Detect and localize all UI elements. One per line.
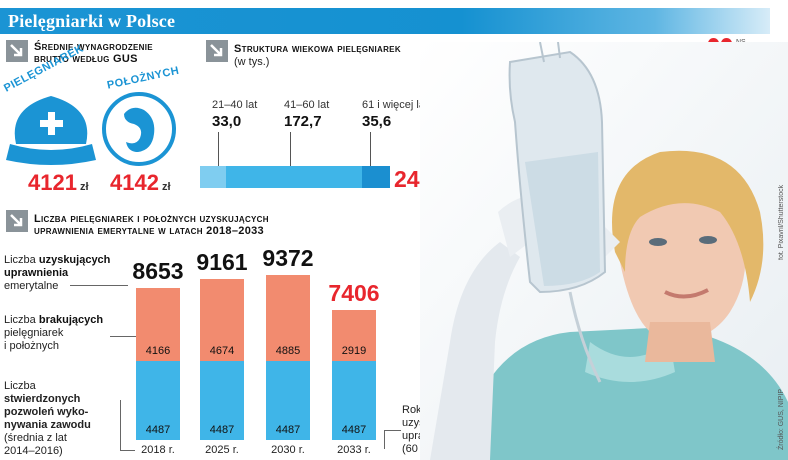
bar-label-total: 7406: [328, 279, 380, 306]
midwife-wage: 4142 zł: [110, 170, 171, 195]
bar-year-label: 2033 r.: [337, 444, 371, 456]
legend-total: Liczba uzyskujących uprawnienia emerytal…: [4, 254, 111, 292]
leader-line: [70, 285, 128, 286]
arrow-icon: [6, 210, 28, 232]
age-subtitle: (w tys.): [234, 56, 270, 68]
age-group-value: 33,0: [212, 113, 242, 130]
bar-label-total: 8653: [132, 258, 184, 285]
bar-segment-missing: [266, 275, 310, 362]
midwife-label: POŁOŻNYCH: [106, 64, 181, 92]
bar-label-total: 9372: [262, 245, 314, 272]
bar-segment-permits: [266, 361, 310, 440]
bar-label-total: 9161: [196, 249, 248, 276]
age-group-label: 21–40 lat: [212, 99, 258, 111]
age-title: Struktura wiekowa pielęgniarek: [234, 43, 401, 55]
bar-label-permits: 4487: [145, 424, 171, 436]
bar-segment-permits: [136, 361, 180, 440]
bar-label-missing: 2919: [341, 345, 367, 358]
age-group-label: 61 i więcej lat: [362, 99, 429, 111]
age-segment: [200, 166, 226, 188]
arrow-icon: [206, 40, 228, 62]
age-group-value: 35,6: [362, 113, 392, 130]
leader-line: [110, 336, 137, 357]
bar-segment-missing: [200, 279, 244, 362]
midwife-icon: [100, 90, 178, 168]
bar-year-label: 2030 r.: [271, 444, 305, 456]
leader-line: [120, 400, 135, 451]
bar-label-permits: 4487: [209, 424, 235, 436]
age-group-label: 41–60 lat: [284, 99, 330, 111]
leader-line: [290, 132, 291, 168]
age-segment: [226, 166, 362, 188]
bar-label-missing: 4674: [209, 345, 235, 358]
bar-segment-missing: [136, 288, 180, 362]
age-structure-bar: [200, 166, 390, 188]
legend-missing: Liczba brakujących pielęgniarek i położn…: [4, 314, 104, 352]
wages-title: Średnie wynagrodzenie brutto według GUS: [34, 41, 153, 65]
bar-label-missing: 4885: [275, 345, 301, 358]
nurse-cap-icon: [4, 78, 98, 168]
source-credit: Źródło: GUS, NIPIP: [778, 388, 785, 450]
age-group-value: 172,7: [284, 113, 322, 130]
arrow-icon: [6, 40, 28, 62]
leader-line: [370, 132, 371, 168]
bar-segment-missing: [332, 309, 376, 362]
title-bar: Pielęgniarki w Polsce: [0, 8, 770, 34]
page-title: Pielęgniarki w Polsce: [8, 11, 176, 31]
pension-title: Liczba pielęgniarek i położnych uzyskują…: [34, 213, 269, 237]
leader-line: [384, 430, 401, 449]
bar-label-permits: 4487: [341, 424, 367, 436]
bar-label-permits: 4487: [275, 424, 301, 436]
bar-year-label: 2025 r.: [205, 444, 239, 456]
bar-label-missing: 4166: [145, 345, 171, 358]
age-segment: [362, 166, 390, 188]
legend-permits: Liczba stwierdzonych pozwoleń wyko- nywa…: [4, 380, 91, 457]
nurse-photo: [420, 42, 788, 460]
bar-segment-permits: [332, 361, 376, 440]
nurse-wage: 4121 zł: [28, 170, 89, 195]
bar-segment-permits: [200, 361, 244, 440]
leader-line: [218, 132, 219, 168]
photo-credit: fot. Pixavril/Shutterstock: [778, 184, 785, 260]
bar-year-label: 2018 r.: [141, 444, 175, 456]
